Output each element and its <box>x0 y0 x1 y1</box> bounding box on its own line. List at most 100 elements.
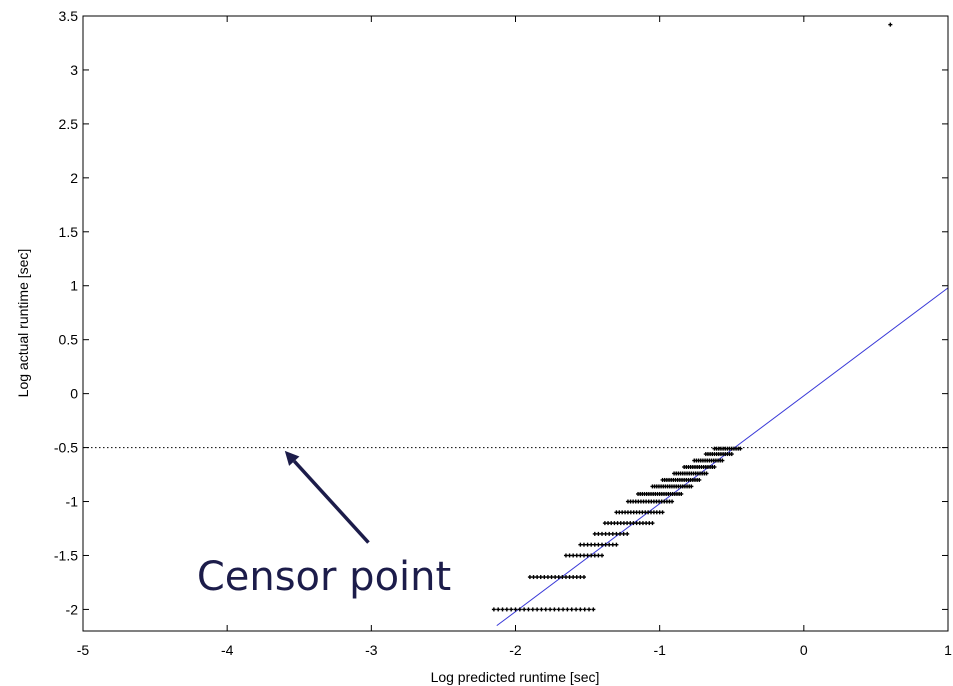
annotation-arrow-shaft <box>292 459 370 544</box>
data-point <box>589 553 594 558</box>
data-point <box>679 491 684 496</box>
y-tick-label: 3 <box>70 62 78 78</box>
data-point <box>535 575 540 580</box>
data-point <box>600 553 604 558</box>
data-point <box>712 465 717 469</box>
data-point <box>587 607 592 612</box>
data-point <box>585 553 590 558</box>
data-point <box>504 607 509 612</box>
data-point <box>522 607 527 612</box>
data-point <box>596 531 601 536</box>
data-point <box>581 575 586 580</box>
x-tick-label: -1 <box>653 642 666 658</box>
plot-area <box>83 22 948 627</box>
data-point <box>549 575 554 580</box>
data-point <box>581 542 586 547</box>
y-tick-label: 1.5 <box>59 224 79 240</box>
data-point <box>556 607 561 612</box>
data-point <box>571 575 576 580</box>
plot-content <box>83 22 948 627</box>
fit-line <box>496 287 948 627</box>
data-point <box>569 607 574 612</box>
data-point <box>610 542 615 547</box>
data-point <box>592 553 597 558</box>
x-axis-ticks: -5 -4 -3 -2 -1 0 1 <box>77 16 952 658</box>
annotation-text: Censor point <box>197 554 451 600</box>
y-tick-label: 3.5 <box>59 8 79 24</box>
data-point <box>589 542 594 547</box>
y-tick-label: 0.5 <box>59 332 79 348</box>
y-tick-label: 2.5 <box>59 116 79 132</box>
data-point <box>531 575 536 580</box>
data-point <box>729 452 734 457</box>
censor-annotation: Censor point <box>197 450 451 600</box>
data-point <box>704 471 709 476</box>
data-point <box>563 575 568 580</box>
y-tick-label: -2 <box>66 601 79 617</box>
data-point <box>585 542 590 547</box>
data-point <box>561 607 566 612</box>
y-axis-label: Log actual runtime [sec] <box>15 249 31 398</box>
data-point <box>567 553 572 558</box>
data-point <box>578 553 583 558</box>
data-point <box>578 542 583 547</box>
data-point <box>560 575 565 580</box>
x-tick-label: -3 <box>365 642 378 658</box>
data-point <box>539 607 544 612</box>
data-point <box>650 521 655 526</box>
y-axis-ticks: -2 -1.5 -1 -0.5 0 0.5 1 1.5 2 2.5 3 3.5 <box>54 8 948 617</box>
x-tick-label: 0 <box>800 642 808 658</box>
data-point <box>660 510 665 515</box>
y-tick-label: -1 <box>66 494 79 510</box>
data-point <box>538 575 543 580</box>
data-point <box>607 542 612 547</box>
data-point <box>542 575 547 580</box>
x-tick-label: 1 <box>944 642 952 658</box>
data-point <box>574 575 579 580</box>
y-tick-label: 0 <box>70 386 78 402</box>
data-point <box>670 499 675 504</box>
data-point <box>581 553 586 558</box>
data-point <box>625 531 630 536</box>
data-point <box>618 531 623 536</box>
x-axis-label: Log predicted runtime [sec] <box>431 669 600 685</box>
data-point <box>526 607 531 612</box>
data-point <box>720 458 725 463</box>
data-point <box>621 531 626 536</box>
data-point <box>552 607 557 612</box>
data-point <box>603 542 608 547</box>
data-point <box>509 607 514 612</box>
data-point <box>530 607 535 612</box>
data-point <box>563 553 568 558</box>
data-point <box>527 575 532 580</box>
data-point <box>578 607 583 612</box>
data-point <box>574 553 579 558</box>
data-point <box>697 477 702 482</box>
data-point <box>596 553 601 558</box>
data-point <box>565 607 570 612</box>
outlier-point <box>888 22 893 27</box>
data-point <box>614 531 619 536</box>
y-tick-label: 2 <box>70 170 78 186</box>
data-point <box>607 531 612 536</box>
data-points <box>491 22 893 612</box>
data-point <box>491 607 496 612</box>
data-point <box>574 607 579 612</box>
data-point <box>567 575 572 580</box>
data-point <box>596 542 601 547</box>
data-point <box>500 607 505 612</box>
data-point <box>600 542 604 547</box>
data-point <box>571 553 576 558</box>
data-point <box>517 607 522 612</box>
data-point <box>513 607 518 612</box>
data-point <box>592 531 597 536</box>
data-point <box>545 575 550 580</box>
annotation-arrow-head <box>284 450 300 466</box>
data-point <box>614 542 619 547</box>
data-point <box>553 575 558 580</box>
data-point <box>496 607 501 612</box>
data-point <box>591 607 596 612</box>
data-point <box>610 531 615 536</box>
